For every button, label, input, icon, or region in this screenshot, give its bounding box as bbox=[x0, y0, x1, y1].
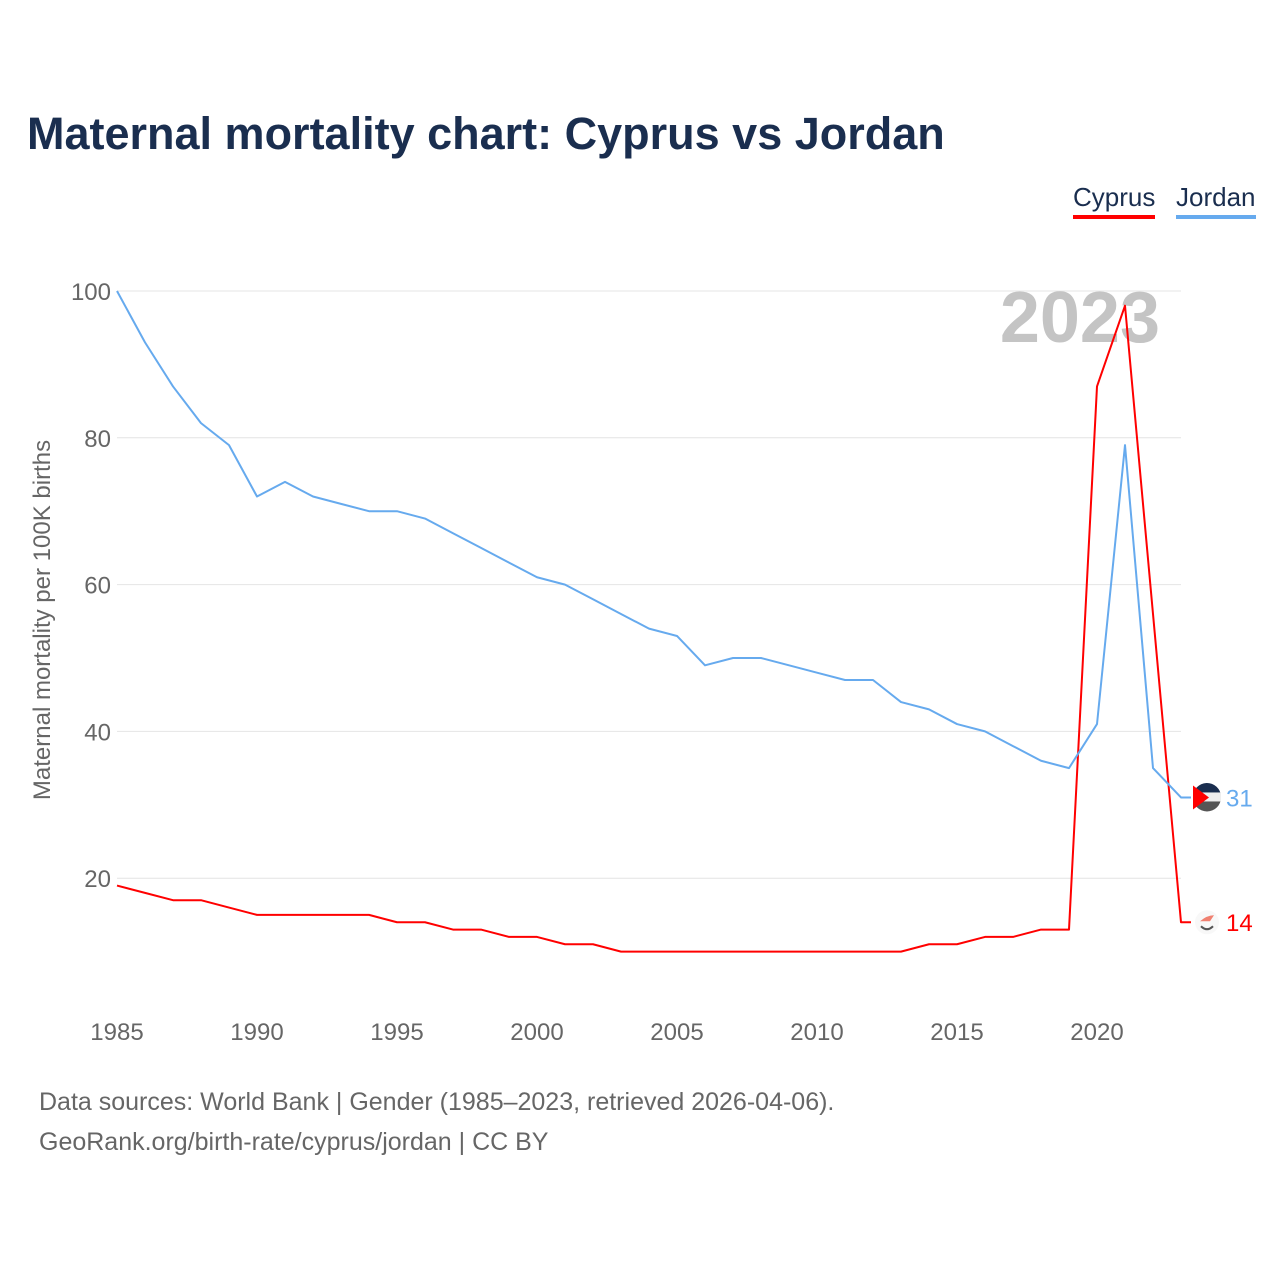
cyprus-flag-icon bbox=[1200, 915, 1214, 922]
x-tick-label: 1990 bbox=[230, 1019, 283, 1046]
series-line-jordan bbox=[116, 290, 1191, 799]
x-tick-label: 2010 bbox=[790, 1019, 843, 1046]
y-axis-label: Maternal mortality per 100K births bbox=[29, 440, 56, 800]
jordan-flag-icon bbox=[1193, 785, 1209, 810]
series-line-cyprus bbox=[116, 304, 1191, 953]
year-watermark: 2023 bbox=[1000, 278, 1160, 358]
y-tick-label: 80 bbox=[84, 426, 111, 453]
legend-jordan[interactable]: Jordan bbox=[1176, 182, 1256, 219]
end-value-label-cyprus: 14 bbox=[1226, 910, 1253, 937]
x-tick-label: 1985 bbox=[90, 1019, 143, 1046]
y-tick-label: 100 bbox=[71, 279, 111, 306]
y-tick-label: 40 bbox=[84, 719, 111, 746]
x-tick-label: 2020 bbox=[1070, 1019, 1123, 1046]
y-tick-label: 20 bbox=[84, 866, 111, 893]
cyprus-flag-icon bbox=[1195, 910, 1219, 935]
x-tick-label: 2005 bbox=[650, 1019, 703, 1046]
source-note: Data sources: World Bank | Gender (1985–… bbox=[39, 1088, 835, 1116]
x-tick-label: 1995 bbox=[370, 1019, 423, 1046]
x-tick-label: 2000 bbox=[510, 1019, 563, 1046]
x-tick-label: 2015 bbox=[930, 1019, 983, 1046]
y-tick-label: 60 bbox=[84, 573, 111, 600]
chart-title: Maternal mortality chart: Cyprus vs Jord… bbox=[27, 108, 945, 159]
legend-cyprus[interactable]: Cyprus bbox=[1073, 182, 1156, 219]
cyprus-flag-icon bbox=[1200, 925, 1214, 931]
end-value-label-jordan: 31 bbox=[1226, 785, 1253, 812]
source-link[interactable]: GeoRank.org/birth-rate/cyprus/jordan | C… bbox=[39, 1128, 549, 1156]
